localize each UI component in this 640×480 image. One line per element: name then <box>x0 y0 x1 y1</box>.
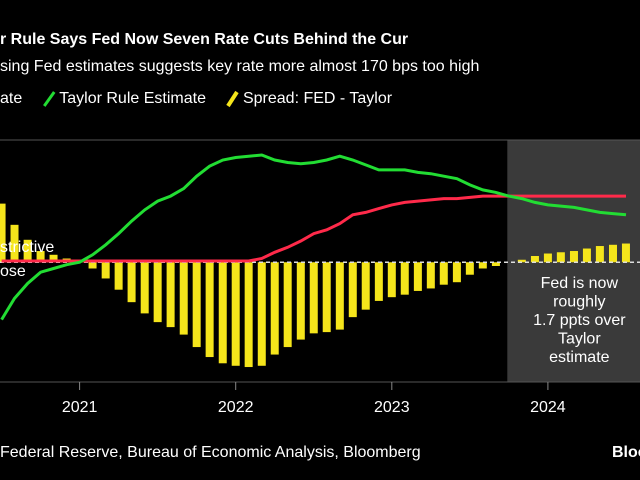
spread-bar <box>231 262 240 366</box>
spread-bar <box>88 262 97 269</box>
legend-icon <box>226 90 239 108</box>
annotation: Fed is now <box>541 275 619 292</box>
spread-bar <box>0 203 6 263</box>
spread-bar <box>322 262 331 333</box>
annotation: 1.7 ppts over <box>533 312 626 329</box>
spread-bar <box>179 262 188 335</box>
spread-bar <box>283 262 292 348</box>
chart-subtitle: sing Fed estimates suggests key rate mor… <box>0 58 479 75</box>
spread-bar <box>101 262 110 279</box>
logo: Bloo <box>612 444 640 461</box>
series-line <box>0 153 627 321</box>
spread-bar <box>296 262 305 340</box>
spread-bar <box>114 262 123 290</box>
spread-bar <box>257 262 266 366</box>
spread-bar <box>361 262 370 310</box>
left-label: ose <box>0 263 26 280</box>
spread-bar <box>426 262 435 289</box>
spread-bar <box>543 253 552 263</box>
x-tick-label: 2021 <box>62 399 98 416</box>
spread-bar <box>556 252 565 263</box>
spread-bar <box>452 262 461 283</box>
spread-bar <box>36 251 45 263</box>
spread-bar <box>595 246 604 263</box>
spread-bar <box>491 262 500 266</box>
spread-bar <box>517 259 526 263</box>
spread-bar <box>10 224 19 263</box>
spread-bar <box>218 262 227 364</box>
spread-bar <box>49 254 58 263</box>
spread-bar <box>153 262 162 323</box>
spread-bar <box>166 262 175 328</box>
spread-bar <box>387 262 396 298</box>
annotation: Taylor <box>558 331 601 348</box>
legend-label: Taylor Rule Estimate <box>59 90 206 107</box>
spread-bar <box>608 244 617 263</box>
spread-bar <box>439 262 448 285</box>
legend-icon <box>43 91 56 107</box>
annotation: estimate <box>549 349 610 366</box>
spread-bar <box>621 243 630 263</box>
spread-bar <box>309 262 318 334</box>
x-tick-label: 2023 <box>374 399 410 416</box>
spread-bar <box>530 256 539 263</box>
spread-bar <box>569 251 578 263</box>
spread-bar <box>400 262 409 295</box>
spread-bar <box>23 239 32 263</box>
spread-bar <box>205 262 214 358</box>
left-label: strictive <box>0 239 54 256</box>
spread-bar <box>127 262 136 303</box>
spread-bar <box>478 262 487 269</box>
annotation: roughly <box>553 294 605 311</box>
spread-bar <box>335 262 344 330</box>
x-tick-label: 2024 <box>530 399 566 416</box>
spread-bar <box>140 262 149 314</box>
source: Federal Reserve, Bureau of Economic Anal… <box>0 444 421 461</box>
chart-title: r Rule Says Fed Now Seven Rate Cuts Behi… <box>0 31 408 48</box>
spread-bar <box>374 262 383 301</box>
spread-bar <box>192 262 201 348</box>
series-line <box>1 194 626 263</box>
spread-bar <box>413 262 422 291</box>
spread-bar <box>244 262 253 368</box>
legend-label: Spread: FED - Taylor <box>243 90 393 107</box>
x-tick-label: 2022 <box>218 399 254 416</box>
legend-label: ate <box>0 90 22 107</box>
spread-bar <box>582 248 591 263</box>
spread-bar <box>270 262 279 355</box>
spread-bar <box>348 262 357 318</box>
spread-bar <box>465 262 474 275</box>
